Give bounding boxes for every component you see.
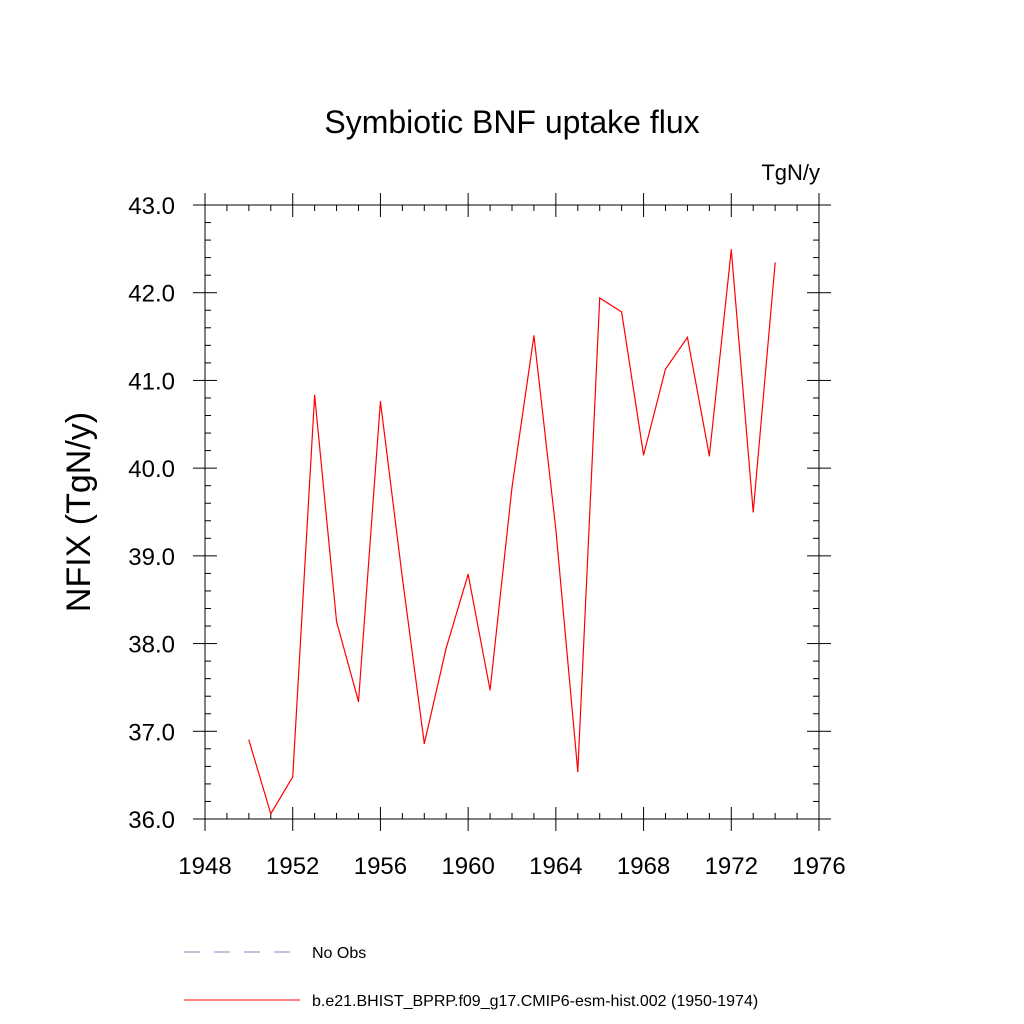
data-point (708, 455, 710, 457)
data-point (423, 742, 425, 745)
data-point (357, 700, 360, 703)
data-point (686, 336, 689, 339)
data-point (379, 400, 382, 403)
data-point (314, 394, 316, 396)
y-tick-label: 40.0 (128, 456, 175, 483)
y-tick-label: 41.0 (128, 368, 175, 395)
legend: No Obs b.e21.BHIST_BPRP.f09_g17.CMIP6-es… (184, 945, 758, 1010)
units-label: TgN/y (761, 160, 820, 185)
y-tick-label: 38.0 (128, 632, 175, 659)
data-point (292, 776, 294, 778)
data-point (621, 311, 623, 313)
chart-title: Symbiotic BNF uptake flux (324, 104, 699, 140)
y-tick-label: 42.0 (128, 281, 175, 308)
y-tick-label: 37.0 (128, 719, 175, 746)
data-point (270, 813, 272, 815)
data-point (730, 249, 732, 251)
data-point (577, 771, 579, 773)
data-point (555, 528, 557, 531)
x-tick-label: 1976 (792, 853, 845, 880)
x-tick-label: 1952 (266, 853, 319, 880)
x-tick-label: 1960 (441, 853, 494, 880)
y-tick-label: 39.0 (128, 544, 175, 571)
series-layer (248, 249, 776, 816)
series-line-0 (248, 249, 776, 816)
data-point (642, 454, 645, 456)
data-point (335, 621, 338, 623)
x-tick-label: 1972 (705, 853, 758, 880)
x-tick-label: 1968 (617, 853, 670, 880)
data-point (401, 577, 403, 579)
data-point (752, 511, 754, 513)
data-point (533, 335, 535, 337)
legend-label-no-obs: No Obs (312, 945, 366, 962)
data-point (774, 262, 776, 264)
legend-label-model: b.e21.BHIST_BPRP.f09_g17.CMIP6-esm-hist.… (312, 993, 758, 1010)
x-tick-label: 1964 (529, 853, 582, 880)
x-tick-label: 1948 (178, 853, 231, 880)
data-point (445, 647, 447, 649)
data-point (467, 573, 469, 575)
axis-tick-labels: 1948 1952 1956 1960 1964 1968 1972 1976 36.0 37.0… (128, 193, 845, 880)
plot-frame (204, 204, 820, 820)
y-tick-label: 43.0 (128, 193, 175, 220)
y-axis-label: NFIX (TgN/y) (60, 412, 98, 612)
data-point (599, 297, 601, 299)
y-tick-label: 36.0 (128, 807, 175, 834)
axis-ticks (193, 193, 831, 831)
x-tick-label: 1956 (354, 853, 407, 880)
data-point (511, 486, 513, 489)
data-point (489, 689, 491, 691)
data-point (248, 739, 250, 741)
data-point (664, 368, 667, 370)
